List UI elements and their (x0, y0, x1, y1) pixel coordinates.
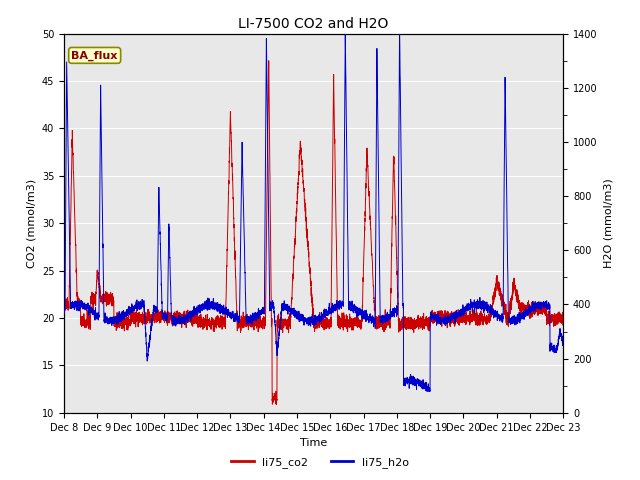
Y-axis label: H2O (mmol/m3): H2O (mmol/m3) (603, 179, 613, 268)
Legend: li75_co2, li75_h2o: li75_co2, li75_h2o (227, 452, 413, 472)
Y-axis label: CO2 (mmol/m3): CO2 (mmol/m3) (26, 179, 36, 268)
Title: LI-7500 CO2 and H2O: LI-7500 CO2 and H2O (239, 17, 388, 31)
Text: BA_flux: BA_flux (72, 50, 118, 60)
X-axis label: Time: Time (300, 438, 327, 448)
